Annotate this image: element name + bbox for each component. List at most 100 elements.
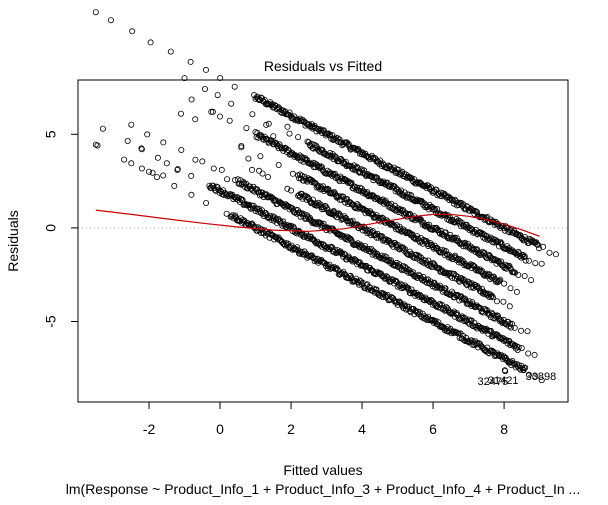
residual-point xyxy=(302,155,309,162)
residual-point xyxy=(224,176,231,183)
residual-point xyxy=(442,248,449,255)
caption: lm(Response ~ Product_Info_1 + Product_I… xyxy=(66,481,580,497)
residual-point xyxy=(336,136,343,143)
residual-point xyxy=(514,231,521,238)
residual-point xyxy=(382,197,389,204)
residual-point xyxy=(187,58,194,65)
residual-point xyxy=(375,253,382,260)
residual-point xyxy=(515,271,522,278)
residual-point xyxy=(438,301,445,308)
residual-point xyxy=(394,205,401,212)
x-axis-label: Fitted values xyxy=(283,462,362,478)
residual-point xyxy=(238,144,245,151)
residual-point xyxy=(486,293,493,300)
residual-point xyxy=(421,200,428,207)
residual-point xyxy=(432,317,439,324)
residual-point xyxy=(324,206,331,213)
residual-point xyxy=(174,166,181,173)
residual-point xyxy=(467,225,474,232)
residual-point xyxy=(397,206,404,213)
residual-point xyxy=(391,222,398,229)
residual-point xyxy=(327,171,334,178)
residual-point xyxy=(462,206,469,213)
residual-point xyxy=(336,271,343,278)
residual-point xyxy=(493,260,500,267)
residual-point xyxy=(312,200,319,207)
residual-point xyxy=(410,178,417,185)
residual-point xyxy=(362,172,369,179)
residual-point xyxy=(390,222,397,229)
residual-point xyxy=(243,125,250,132)
residual-point xyxy=(320,220,327,227)
residual-point xyxy=(213,183,220,190)
residual-point xyxy=(333,265,340,272)
smooth-line xyxy=(95,209,540,237)
residual-point xyxy=(378,290,385,297)
residual-point xyxy=(526,235,533,242)
residual-point xyxy=(457,200,464,207)
residual-point xyxy=(485,310,492,317)
residual-point xyxy=(257,153,264,160)
residual-point xyxy=(507,324,514,331)
residual-point xyxy=(228,100,235,107)
residual-point xyxy=(163,160,170,167)
residual-point xyxy=(294,244,301,251)
smooth-layer xyxy=(95,209,540,237)
residual-point xyxy=(455,330,462,337)
residual-point xyxy=(129,28,136,35)
residual-point xyxy=(212,187,219,194)
residual-point xyxy=(497,276,504,283)
residual-point xyxy=(408,250,415,257)
residual-point xyxy=(286,130,293,137)
residual-point xyxy=(521,253,528,260)
residual-point xyxy=(242,200,249,207)
residual-point xyxy=(309,196,316,203)
residual-point xyxy=(429,316,436,323)
residual-point xyxy=(446,309,453,316)
y-tick-label: -5 xyxy=(43,315,59,328)
residual-point xyxy=(430,319,437,326)
residual-point xyxy=(501,280,508,287)
residual-point xyxy=(506,303,513,310)
residual-point xyxy=(154,154,161,161)
residual-point xyxy=(380,254,387,261)
residual-point xyxy=(525,350,532,357)
residual-point xyxy=(344,179,351,186)
residual-point xyxy=(502,368,509,375)
residual-point xyxy=(520,367,527,374)
residual-point xyxy=(280,202,287,209)
residual-point xyxy=(128,121,135,128)
residual-point xyxy=(460,296,467,303)
residual-point xyxy=(181,75,188,82)
residual-point xyxy=(400,244,407,251)
x-tick-label: 8 xyxy=(500,421,508,437)
residual-point xyxy=(359,167,366,174)
residual-point xyxy=(476,285,483,292)
residual-point xyxy=(552,251,559,258)
residual-point xyxy=(479,327,486,334)
residual-point xyxy=(525,371,532,378)
residual-point xyxy=(303,196,310,203)
residual-point xyxy=(538,377,545,384)
residual-point xyxy=(438,285,445,292)
residual-point xyxy=(504,243,511,250)
residual-point xyxy=(473,246,480,253)
residual-point xyxy=(500,225,507,232)
residual-point xyxy=(502,223,509,230)
residual-point xyxy=(525,257,532,264)
residual-point xyxy=(442,229,449,236)
residual-point xyxy=(253,205,260,212)
residual-point xyxy=(412,236,419,243)
residual-point xyxy=(345,141,352,148)
residual-point xyxy=(490,257,497,264)
residual-point xyxy=(528,277,535,284)
residual-point xyxy=(302,251,309,258)
residual-point xyxy=(309,123,316,130)
residual-point xyxy=(482,253,489,260)
residual-point xyxy=(361,167,368,174)
residual-point xyxy=(521,272,528,279)
residual-point xyxy=(520,254,527,261)
residual-point xyxy=(188,96,195,103)
